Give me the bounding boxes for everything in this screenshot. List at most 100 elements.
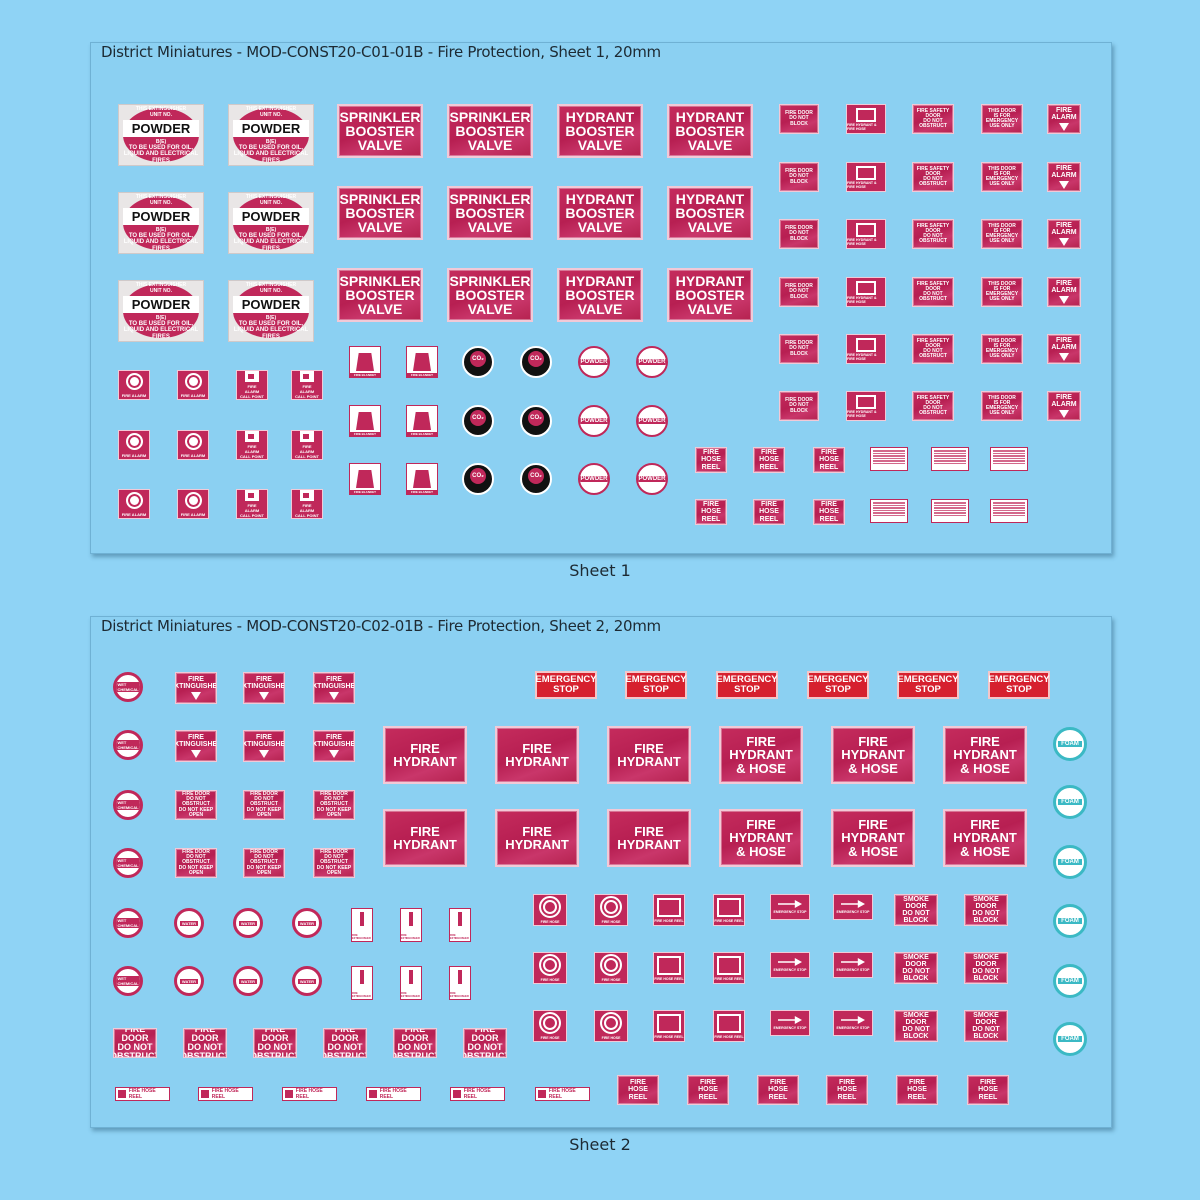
foam-text: FOAM	[1058, 1036, 1082, 1042]
fire-hose-reel-line-3: REEL	[759, 463, 779, 471]
fire-hydrant-hose-line-2: HYDRANT	[729, 747, 793, 763]
booster-valve-line-3: VALVE	[357, 301, 403, 318]
fire-hydrant-hose-sign: FIRE HYDRANT & HOSE	[943, 726, 1027, 784]
fire-blanket-text: FIRE BLANKET	[407, 432, 437, 436]
fire-hose-reel-line-3: REEL	[819, 463, 839, 471]
fire-door-obstruct-line-1: FIRE DOOR	[261, 1028, 289, 1043]
fire-hose-text: FIRE HOSE	[601, 920, 621, 924]
wet-chemical-text: WET CHEMICAL	[116, 740, 140, 750]
fire-hose-coil-icon	[600, 954, 622, 976]
booster-valve-line-2: BOOSTER	[565, 204, 635, 221]
fire-hose-reel-text: FIRE HOSE REEL	[654, 918, 684, 923]
fire-hose-reel-strip: FIRE HOSE REEL	[366, 1087, 421, 1101]
fire-door-keep-open-line-2: DO NOT OBSTRUCT	[250, 854, 278, 866]
powder-extinguisher-label: THIS EXTINGUISHER UNIT NO. POWDER B(E) TO BE…	[118, 280, 204, 342]
down-arrow-icon	[1059, 296, 1069, 305]
fire-hydrant-sign: FIRE HYDRANT	[383, 726, 467, 784]
extinguisher-icon	[360, 912, 364, 926]
fire-hydrant-sign: FIRE HYDRANT	[607, 726, 691, 784]
fire-hose-sign: FIRE HOSE	[594, 1010, 628, 1042]
fire-hydrant-hose-line-1: FIRE	[970, 734, 1000, 750]
fire-alarm-bell-icon	[184, 372, 202, 390]
sheet-2-title: District Miniatures - MOD-CONST20-C02-01…	[101, 617, 661, 635]
fire-hose-reel-line-1: FIRE	[909, 1079, 925, 1087]
fire-hose-reel-sign: FIRE HOSE REEL	[813, 447, 845, 473]
fire-blanket-sign: FIRE BLANKET	[406, 463, 438, 495]
fire-hydrant-hose-text: FIRE HYDRANT & FIRE HOSE	[847, 409, 877, 418]
hose-cabinet-icon	[657, 897, 681, 917]
fire-hydrant-hose-line-2: HYDRANT	[841, 830, 905, 846]
notice-sign	[931, 447, 969, 471]
down-arrow-icon	[191, 750, 201, 759]
smoke-door-line-3: BLOCK	[903, 1033, 929, 1041]
notice-text-line	[934, 507, 966, 509]
co2-extinguisher-disc: CO₂	[462, 346, 494, 378]
unit-no-text: UNIT NO.	[260, 112, 282, 119]
fire-safety-door-sign: FIRE SAFETY DOOR DO NOT OBSTRUCT	[912, 162, 954, 192]
emergency-stop-small-text: EMERGENCY STOP	[773, 910, 807, 914]
extinguisher-icon	[409, 970, 413, 984]
fire-door-keep-open-line-2: DO NOT OBSTRUCT	[182, 854, 210, 866]
fire-alarm-bell-icon	[184, 491, 202, 509]
fire-hose-reel-sign: FIRE HOSE REEL	[617, 1075, 659, 1105]
fire-hydrant-hose-text: FIRE HYDRANT & FIRE HOSE	[847, 295, 877, 304]
call-point-icon	[245, 490, 259, 501]
fire-alarm-sign: FIRE ALARM CALL POINT	[291, 370, 323, 400]
wet-chemical-text: WET CHEMICAL	[116, 682, 140, 692]
fire-hose-reel-sign: FIRE HOSE REEL	[713, 952, 745, 984]
booster-valve-sign: HYDRANT BOOSTER VALVE	[557, 104, 643, 158]
fire-hydrant-hose-sign: FIRE HYDRANT & HOSE	[943, 809, 1027, 867]
be-text: B(E)	[265, 139, 277, 146]
wet-chemical-disc: WET CHEMICAL	[113, 908, 143, 938]
hose-reel-icon	[453, 1090, 461, 1098]
extinguisher-small-text: FIRE EXTINGUISHER	[352, 934, 371, 940]
smoke-door-line-1: SMOKE DOOR	[903, 895, 929, 910]
call-point-icon	[245, 371, 259, 382]
booster-valve-line-1: SPRINKLER	[339, 272, 421, 289]
powder-use-text: TO BE USED FOR OIL, LIQUID AND ELECTRICA…	[123, 321, 199, 340]
booster-valve-line-1: HYDRANT	[675, 272, 745, 289]
fire-door-keep-open-line-3: DO NOT KEEP OPEN	[178, 806, 214, 818]
emergency-door-sign: THIS DOOR IS FOR EMERGENCY USE ONLY	[981, 162, 1023, 192]
emergency-stop-line-1: EMERGENCY	[625, 673, 687, 685]
emergency-door-line-3: EMERGENCY	[985, 348, 1019, 354]
notice-text-line	[993, 507, 1025, 509]
fire-hose-reel-strip: FIRE HOSE REEL	[282, 1087, 337, 1101]
fire-extinguisher-line-1: FIRE	[188, 733, 204, 741]
call-point-line-2: ALARM	[299, 389, 315, 394]
powder-oval: THIS EXTINGUISHER UNIT NO. POWDER B(E) TO BE…	[123, 106, 199, 164]
extinguisher-location-sign: FIRE EXTINGUISHER	[351, 966, 373, 1000]
emergency-stop-line-1: EMERGENCY	[807, 673, 869, 685]
fire-extinguisher-line-2: EXTINGUISHER	[175, 683, 217, 690]
down-arrow-icon	[1059, 238, 1069, 247]
fire-hose-sign: FIRE HOSE	[533, 1010, 567, 1042]
fire-hose-reel-sign: FIRE HOSE REEL	[826, 1075, 868, 1105]
fire-hose-reel-line-1: FIRE	[703, 449, 719, 457]
co2-text: CO₂	[470, 468, 486, 484]
fire-hydrant-hose-text: FIRE HYDRANT & FIRE HOSE	[847, 180, 877, 189]
fire-door-line-1: FIRE DOOR	[785, 283, 813, 290]
call-point-line-3: CALL POINT	[295, 513, 319, 518]
powder-use-text: TO BE USED FOR OIL, LIQUID AND ELECTRICA…	[233, 233, 309, 252]
fire-door-obstruct-line-2: DO NOT OBSTRUCT	[184, 1042, 226, 1058]
fire-door-keep-open-line-3: DO NOT KEEP OPEN	[246, 864, 282, 876]
emergency-door-line-2: IS FOR	[993, 112, 1011, 119]
booster-valve-line-2: BOOSTER	[565, 286, 635, 303]
this-extinguisher-text: THIS EXTINGUISHER	[245, 194, 297, 201]
notice-text-line	[993, 514, 1025, 516]
fire-hydrant-hose-line-1: FIRE	[858, 817, 888, 833]
sheet-2: District Miniatures - MOD-CONST20-C02-01…	[90, 616, 1112, 1128]
booster-valve-line-1: HYDRANT	[675, 190, 745, 207]
fire-hose-reel-strip-text: FIRE HOSE REEL	[211, 1088, 239, 1100]
notice-text-line	[873, 455, 905, 457]
powder-disc-text: POWDER	[580, 418, 608, 424]
emergency-door-line-4: USE ONLY	[989, 296, 1015, 303]
fire-hose-coil-icon	[539, 896, 561, 918]
fire-alarm-line-1: FIRE	[1056, 221, 1072, 229]
fire-alarm-text: FIRE ALARM	[121, 452, 147, 458]
fire-hose-reel-line-3: REEL	[701, 515, 721, 523]
powder-text: POWDER	[233, 208, 309, 226]
